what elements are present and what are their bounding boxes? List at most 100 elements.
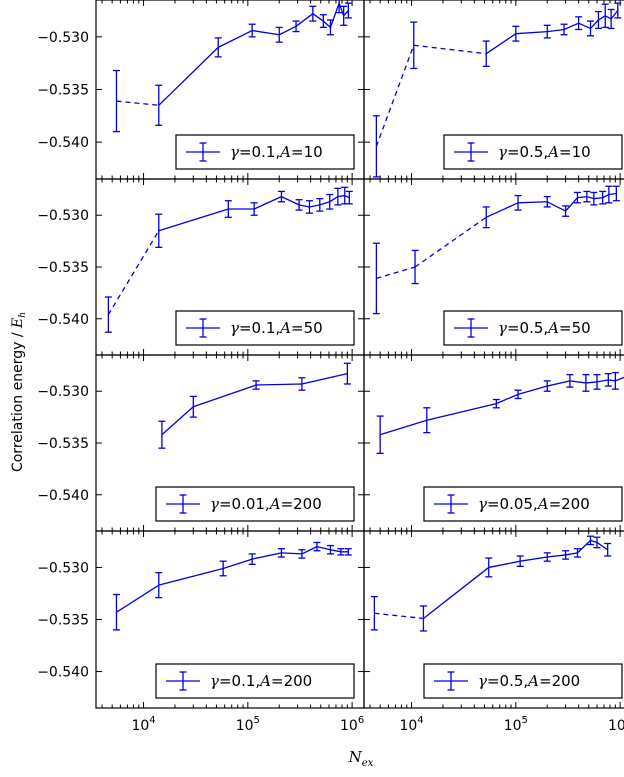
series-segment xyxy=(298,204,310,208)
series-segment xyxy=(547,554,566,558)
y-axis-label-text: Correlation energy / xyxy=(10,328,26,472)
series-segment-dashed xyxy=(414,216,487,268)
series-segment xyxy=(488,560,521,569)
series-segment xyxy=(615,376,624,382)
panels-group: −0.530−0.535−0.540 γ=0.1,A=10 γ=0.5,A=10−0… xyxy=(37,0,624,734)
series-segment xyxy=(309,204,320,208)
legend-a: A xyxy=(278,319,291,337)
series-segment xyxy=(301,546,318,555)
legend-param: =0.1, xyxy=(239,143,280,161)
series-segment xyxy=(343,10,349,17)
series-segment xyxy=(546,201,566,212)
x-tick-exponent: 5 xyxy=(522,715,528,726)
series-segment xyxy=(604,15,612,20)
y-tick-label: −0.530 xyxy=(37,560,89,576)
legend-aval: =10 xyxy=(291,143,323,161)
series-segment xyxy=(330,549,341,553)
series-segment xyxy=(256,383,302,386)
y-tick-label: −0.535 xyxy=(37,613,89,629)
series-segment xyxy=(596,541,609,551)
y-tick-label: −0.540 xyxy=(37,312,89,328)
series-segment xyxy=(585,381,598,384)
y-tick-label: −0.530 xyxy=(37,208,89,224)
series-segment xyxy=(586,195,595,200)
series-segment xyxy=(577,195,587,199)
series-segment xyxy=(316,545,331,551)
series-segment xyxy=(517,385,548,395)
legend-label: γ=0.1,A=10 xyxy=(230,143,323,161)
series-segment xyxy=(338,2,345,17)
series-segment xyxy=(158,46,219,106)
legend-gamma: γ xyxy=(210,495,219,513)
panel-data xyxy=(376,371,624,455)
x-tick-label: 105 xyxy=(504,715,528,734)
series-segment xyxy=(312,13,324,22)
legend-a: A xyxy=(546,319,559,337)
series-segment xyxy=(426,403,497,421)
legend-a: A xyxy=(278,143,291,161)
panel-data xyxy=(370,535,612,632)
legend-label: γ=0.1,A=50 xyxy=(230,319,323,337)
legend: γ=0.5,A=10 xyxy=(443,134,623,170)
series-segment-dashed xyxy=(116,100,159,106)
series-segment xyxy=(278,25,297,36)
x-tick-exponent: 4 xyxy=(149,715,155,726)
series-segment xyxy=(485,202,519,218)
series-segment-dashed xyxy=(374,612,424,620)
series-segment xyxy=(344,194,350,199)
legend-a: A xyxy=(526,672,539,690)
x-tick-label: 104 xyxy=(399,715,423,734)
series-segment xyxy=(337,194,345,198)
legend: γ=0.05,A=200 xyxy=(423,486,623,522)
x-tick-exponent: 5 xyxy=(254,715,260,726)
legend-param: =0.1, xyxy=(219,672,260,690)
series-segment xyxy=(590,539,598,544)
series-segment xyxy=(222,558,253,570)
panel-data xyxy=(112,0,352,133)
series-segment xyxy=(577,539,591,554)
series-segment xyxy=(593,196,603,200)
panel-7: −0.530 −0.535 −0.540 104 105 106 γ=0.1,A=200 xyxy=(37,530,365,734)
legend-label: γ=0.5,A=50 xyxy=(498,319,591,337)
x-tick-label: 104 xyxy=(131,715,155,734)
legend-gamma: γ xyxy=(478,495,487,513)
panel-6: γ=0.05,A=200 xyxy=(363,354,624,532)
legend: γ=0.1,A=10 xyxy=(175,134,355,170)
x-axis-label-main: N xyxy=(348,748,363,766)
x-tick-exponent: 6 xyxy=(358,715,364,726)
svg-text:Nex: Nex xyxy=(348,748,374,769)
y-tick-label: −0.535 xyxy=(37,260,89,276)
panel-5: −0.530 −0.535 −0.540 γ=0.01,A=200 xyxy=(37,354,365,532)
series-segment xyxy=(563,22,579,31)
y-tick-label: −0.535 xyxy=(37,83,89,99)
y-axis-label-sub: h xyxy=(18,312,28,318)
x-tick-label: 106 xyxy=(608,715,624,734)
y-tick-label: −0.540 xyxy=(37,488,89,504)
series-segment xyxy=(598,15,606,21)
series-segment-dashed xyxy=(375,45,415,147)
series-segment xyxy=(252,29,280,36)
legend-a: A xyxy=(268,495,281,513)
legend-param: =0.5, xyxy=(507,319,548,337)
series-segment xyxy=(319,201,330,206)
y-tick-label: −0.535 xyxy=(37,436,89,452)
series-segment xyxy=(281,552,302,555)
series-segment xyxy=(161,406,194,436)
series-segment xyxy=(547,28,565,33)
legend-gamma: γ xyxy=(478,672,487,690)
series-segment xyxy=(253,196,282,210)
y-axis-label-unit: E xyxy=(10,318,26,329)
series-segment xyxy=(565,552,578,556)
legend-label: γ=0.05,A=200 xyxy=(478,495,590,513)
legend-param: =0.5, xyxy=(487,672,528,690)
series-segment xyxy=(590,19,599,29)
series-segment xyxy=(578,22,591,30)
panel-3: −0.530 −0.535 −0.540 γ=0.1,A=50 xyxy=(37,178,365,356)
series-segment xyxy=(520,556,548,562)
series-segment xyxy=(217,29,253,48)
x-axis-label-sub: ex xyxy=(362,758,374,769)
legend-aval: =200 xyxy=(281,495,322,513)
series-segment xyxy=(496,393,519,405)
series-segment xyxy=(322,20,331,28)
